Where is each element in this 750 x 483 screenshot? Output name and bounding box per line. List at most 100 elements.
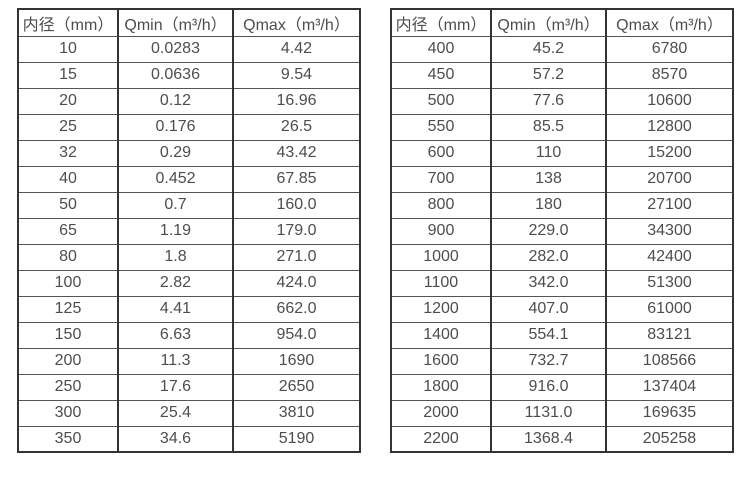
table-cell: 250 — [17, 373, 119, 401]
table-cell: 954.0 — [232, 321, 361, 349]
table-cell: 9.54 — [232, 61, 361, 89]
table-row: 800 180 27100 — [390, 191, 734, 219]
table-row: 700 138 20700 — [390, 165, 734, 193]
table-cell: 450 — [390, 61, 492, 89]
table-cell: 5190 — [232, 425, 361, 453]
table-cell: 662.0 — [232, 295, 361, 323]
table-cell: 424.0 — [232, 269, 361, 297]
table-cell: 0.0283 — [117, 35, 234, 63]
table-cell: 732.7 — [490, 347, 607, 375]
table-cell: 3810 — [232, 399, 361, 427]
table-cell: 0.452 — [117, 165, 234, 193]
column-header-qmin: Qmin（m³/h） — [117, 8, 234, 37]
table-cell: 8570 — [605, 61, 734, 89]
table-cell: 125 — [17, 295, 119, 323]
spec-table-large-diameters: 内径（mm） Qmin（m³/h） Qmax（m³/h） 400 45.2 6780… — [390, 8, 734, 453]
table-cell: 229.0 — [490, 217, 607, 245]
table-row: 32 0.29 43.42 — [17, 139, 361, 167]
table-cell: 67.85 — [232, 165, 361, 193]
table-cell: 1800 — [390, 373, 492, 401]
table-cell: 61000 — [605, 295, 734, 323]
table-row: 200 11.3 1690 — [17, 347, 361, 375]
table-cell: 110 — [490, 139, 607, 167]
table-cell: 42400 — [605, 243, 734, 271]
table-cell: 0.176 — [117, 113, 234, 141]
column-header-diameter: 内径（mm） — [17, 8, 119, 37]
table-row: 250 17.6 2650 — [17, 373, 361, 401]
table-row: 1400 554.1 83121 — [390, 321, 734, 349]
table-cell: 100 — [17, 269, 119, 297]
table-cell: 108566 — [605, 347, 734, 375]
column-header-qmin: Qmin（m³/h） — [490, 8, 607, 37]
table-cell: 85.5 — [490, 113, 607, 141]
table-cell: 25.4 — [117, 399, 234, 427]
table-cell: 554.1 — [490, 321, 607, 349]
table-cell: 169635 — [605, 399, 734, 427]
table-cell: 205258 — [605, 425, 734, 453]
table-cell: 0.12 — [117, 87, 234, 115]
table-cell: 271.0 — [232, 243, 361, 271]
table-body: 400 45.2 6780 450 57.2 8570 500 77.6 10600 550 85.… — [390, 35, 734, 453]
table-row: 300 25.4 3810 — [17, 399, 361, 427]
table-cell: 6.63 — [117, 321, 234, 349]
table-cell: 179.0 — [232, 217, 361, 245]
table-cell: 0.7 — [117, 191, 234, 219]
table-cell: 500 — [390, 87, 492, 115]
table-row: 2200 1368.4 205258 — [390, 425, 734, 453]
table-cell: 20700 — [605, 165, 734, 193]
table-row: 65 1.19 179.0 — [17, 217, 361, 245]
table-cell: 0.0636 — [117, 61, 234, 89]
table-cell: 342.0 — [490, 269, 607, 297]
table-cell: 1690 — [232, 347, 361, 375]
table-body: 10 0.0283 4.42 15 0.0636 9.54 20 0.12 16.96 25 0.1… — [17, 35, 361, 453]
table-cell: 34.6 — [117, 425, 234, 453]
table-row: 2000 1131.0 169635 — [390, 399, 734, 427]
table-cell: 10 — [17, 35, 119, 63]
table-cell: 45.2 — [490, 35, 607, 63]
table-cell: 180 — [490, 191, 607, 219]
table-cell: 916.0 — [490, 373, 607, 401]
table-cell: 282.0 — [490, 243, 607, 271]
table-cell: 138 — [490, 165, 607, 193]
table-row: 400 45.2 6780 — [390, 35, 734, 63]
table-cell: 4.42 — [232, 35, 361, 63]
table-cell: 800 — [390, 191, 492, 219]
table-row: 550 85.5 12800 — [390, 113, 734, 141]
table-cell: 10600 — [605, 87, 734, 115]
table-cell: 200 — [17, 347, 119, 375]
table-cell: 1600 — [390, 347, 492, 375]
table-cell: 43.42 — [232, 139, 361, 167]
table-cell: 550 — [390, 113, 492, 141]
table-row: 900 229.0 34300 — [390, 217, 734, 245]
table-row: 350 34.6 5190 — [17, 425, 361, 453]
table-cell: 15200 — [605, 139, 734, 167]
spec-table-small-diameters: 内径（mm） Qmin（m³/h） Qmax（m³/h） 10 0.0283 4.4… — [17, 8, 361, 453]
table-cell: 34300 — [605, 217, 734, 245]
table-cell: 40 — [17, 165, 119, 193]
table-row: 50 0.7 160.0 — [17, 191, 361, 219]
table-row: 1600 732.7 108566 — [390, 347, 734, 375]
table-cell: 0.29 — [117, 139, 234, 167]
header-row: 内径（mm） Qmin（m³/h） Qmax（m³/h） — [390, 8, 734, 37]
table-row: 40 0.452 67.85 — [17, 165, 361, 193]
table-cell: 2650 — [232, 373, 361, 401]
table-cell: 700 — [390, 165, 492, 193]
table-cell: 83121 — [605, 321, 734, 349]
table-cell: 160.0 — [232, 191, 361, 219]
table-row: 500 77.6 10600 — [390, 87, 734, 115]
column-header-qmax: Qmax（m³/h） — [232, 8, 361, 37]
table-row: 125 4.41 662.0 — [17, 295, 361, 323]
table-cell: 2000 — [390, 399, 492, 427]
table-row: 80 1.8 271.0 — [17, 243, 361, 271]
table-cell: 1100 — [390, 269, 492, 297]
table-cell: 2.82 — [117, 269, 234, 297]
table-row: 10 0.0283 4.42 — [17, 35, 361, 63]
table-cell: 2200 — [390, 425, 492, 453]
table-cell: 32 — [17, 139, 119, 167]
table-cell: 1368.4 — [490, 425, 607, 453]
table-row: 1800 916.0 137404 — [390, 373, 734, 401]
table-cell: 20 — [17, 87, 119, 115]
table-cell: 300 — [17, 399, 119, 427]
table-cell: 15 — [17, 61, 119, 89]
table-row: 100 2.82 424.0 — [17, 269, 361, 297]
